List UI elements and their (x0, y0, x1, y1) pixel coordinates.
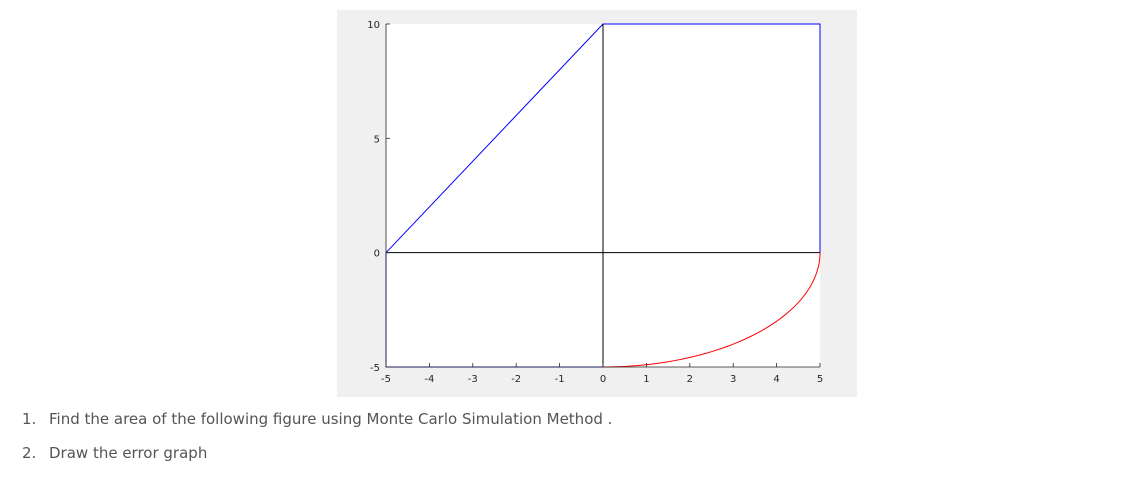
x-tick-label: -5 (381, 374, 391, 385)
y-tick-label: 5 (374, 134, 380, 145)
x-tick-label: -1 (555, 374, 565, 385)
series-line-4 (602, 252, 821, 368)
question-list: 1. Find the area of the following figure … (22, 406, 612, 474)
x-tick-label: 1 (643, 374, 649, 385)
y-tick-label: 0 (374, 249, 380, 260)
question-item: 2. Draw the error graph (22, 440, 612, 474)
x-tick-label: 0 (600, 374, 606, 385)
question-text: Find the area of the following figure us… (49, 410, 613, 428)
question-number: 1. (22, 410, 37, 428)
question-item: 1. Find the area of the following figure … (22, 406, 612, 440)
x-tick-label: 4 (773, 374, 779, 385)
x-tick-label: -4 (424, 374, 434, 385)
question-number: 2. (22, 444, 37, 462)
y-tick-label: -5 (370, 363, 380, 374)
figure-panel: -5 -4 -3 -2 -1 0 1 2 3 4 5 -5 0 5 10 (337, 10, 857, 397)
plot: -5 -4 -3 -2 -1 0 1 2 3 4 5 -5 0 5 10 (367, 20, 823, 385)
x-tick-label: -3 (468, 374, 478, 385)
x-tick-label: -2 (511, 374, 521, 385)
x-tick-label: 5 (817, 374, 823, 385)
series-line-0 (385, 23, 821, 254)
y-tick-label: 10 (367, 20, 380, 31)
x-tick-label: 3 (730, 374, 736, 385)
question-text: Draw the error graph (49, 444, 208, 462)
x-tick-label: 2 (687, 374, 693, 385)
axes-layer: -5 -4 -3 -2 -1 0 1 2 3 4 5 -5 0 5 10 (367, 20, 823, 385)
